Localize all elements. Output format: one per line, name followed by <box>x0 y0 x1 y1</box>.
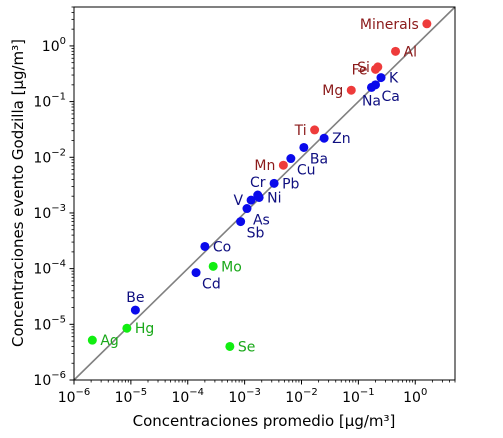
y-tick-label: 10−1 <box>33 92 66 111</box>
data-point-zn <box>319 133 329 143</box>
data-point-fe <box>370 64 380 74</box>
data-point-cu <box>286 154 296 164</box>
point-label-ag: Ag <box>100 333 118 349</box>
point-label-se: Se <box>238 339 256 355</box>
reference-line <box>73 6 456 381</box>
point-label-mn: Mn <box>254 158 275 174</box>
point-label-mg: Mg <box>322 83 343 99</box>
data-point-ni <box>254 192 264 202</box>
y-tick-label: 10−2 <box>33 147 66 166</box>
point-label-minerals: Minerals <box>360 17 419 33</box>
y-tick-label: 10−3 <box>33 203 66 222</box>
data-point-minerals <box>422 19 432 29</box>
point-label-v: V <box>234 193 244 209</box>
data-point-hg <box>122 323 132 333</box>
data-point-mn <box>278 160 288 170</box>
data-point-co <box>200 241 210 251</box>
point-label-ca: Ca <box>381 89 399 105</box>
point-label-pb: Pb <box>282 176 299 192</box>
data-point-mo <box>208 261 218 271</box>
data-point-pb <box>269 178 279 188</box>
data-point-v <box>246 195 256 205</box>
point-label-cd: Cd <box>202 277 221 293</box>
point-label-hg: Hg <box>135 321 154 337</box>
point-label-be: Be <box>126 290 144 306</box>
point-label-ni: Ni <box>267 190 281 206</box>
x-tick-label: 10−1 <box>342 387 375 406</box>
data-point-ag <box>87 335 97 345</box>
point-label-si: Si <box>357 60 370 76</box>
y-axis-ticks: 10−6 10−5 10−4 10−3 10−2 10−1 100 <box>33 6 74 389</box>
point-label-na: Na <box>362 93 381 109</box>
x-tick-label: 10−2 <box>285 387 318 406</box>
x-tick-label: 10−3 <box>228 387 261 406</box>
point-label-k: K <box>389 71 399 87</box>
data-point-cd <box>191 268 201 278</box>
data-point-se <box>225 341 235 351</box>
data-point-na <box>366 82 376 92</box>
y-tick-label: 10−6 <box>33 370 66 389</box>
data-point-al <box>391 46 401 56</box>
point-label-fe: Fe <box>352 62 368 78</box>
point-label-cr: Cr <box>250 175 266 191</box>
y-tick-label: 100 <box>42 36 66 55</box>
point-label-cu: Cu <box>297 163 316 179</box>
x-tick-label: 10−4 <box>171 387 204 406</box>
x-tick-label: 100 <box>403 387 427 406</box>
point-label-zn: Zn <box>332 131 350 147</box>
data-point-be <box>130 305 140 315</box>
data-point-ti <box>310 125 320 135</box>
y-tick-label: 10−5 <box>33 314 66 333</box>
data-point-ba <box>299 142 309 152</box>
data-point-sb <box>236 217 246 227</box>
x-tick-label: 10−5 <box>115 387 148 406</box>
point-label-sb: Sb <box>247 226 265 242</box>
data-point-mg <box>346 85 356 95</box>
point-label-ti: Ti <box>294 123 307 139</box>
point-label-mo: Mo <box>221 259 242 275</box>
x-axis-label: Concentraciones promedio [μg/m³] <box>133 412 396 430</box>
point-label-al: Al <box>404 44 417 60</box>
data-point-k <box>376 73 386 83</box>
point-label-as: As <box>253 213 270 229</box>
point-label-co: Co <box>213 239 231 255</box>
plot-frame <box>73 6 456 381</box>
y-tick-label: 10−4 <box>33 259 66 278</box>
point-label-ba: Ba <box>310 151 328 167</box>
y-axis-label: Concentraciones evento Godzilla [μg/m³] <box>9 39 27 347</box>
x-axis-ticks: 10−6 10−5 10−4 10−3 10−2 10−1 100 <box>58 380 456 406</box>
data-point-as <box>242 204 252 214</box>
x-tick-label: 10−6 <box>58 387 91 406</box>
